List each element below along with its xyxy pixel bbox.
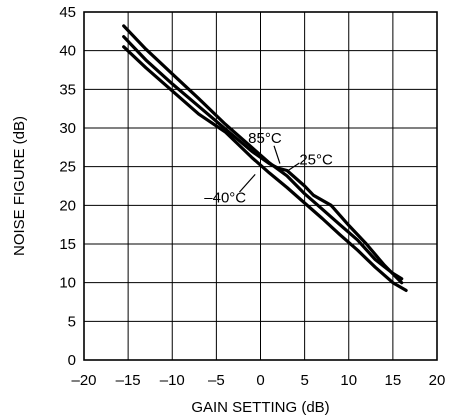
- plot-frame: [83, 11, 438, 361]
- x-tick-label: –15: [116, 372, 141, 389]
- annotation-leader-1: [286, 162, 300, 172]
- annotation-leaders: [238, 145, 300, 193]
- y-tick-label: 25: [59, 159, 76, 176]
- y-tick-label: 20: [59, 197, 76, 214]
- y-tick-labels: 0 5 10 15 20 25 30 35 40 45: [59, 4, 76, 369]
- x-tick-label: –20: [71, 372, 96, 389]
- y-tick-label: 40: [59, 43, 76, 60]
- y-axis-title: NOISE FIGURE (dB): [11, 116, 28, 256]
- annotation-leader-0: [273, 145, 281, 164]
- x-tick-label: 20: [429, 372, 446, 389]
- series-line-1: [122, 35, 404, 285]
- x-tick-label: 5: [300, 372, 308, 389]
- y-tick-label: 5: [68, 313, 76, 330]
- x-tick-label: 0: [256, 372, 264, 389]
- series-line-2: [122, 45, 408, 292]
- x-axis-title: GAIN SETTING (dB): [191, 399, 329, 416]
- y-tick-label: 45: [59, 4, 76, 21]
- grid: [83, 11, 438, 361]
- y-tick-label: 0: [68, 352, 76, 369]
- series-line-0: [122, 24, 404, 281]
- y-tick-label: 35: [59, 81, 76, 98]
- annotation-label: 85°C: [248, 130, 282, 147]
- y-tick-label: 10: [59, 275, 76, 292]
- annotation-label: 25°C: [299, 152, 333, 169]
- series-lines: [122, 24, 408, 292]
- x-tick-label: 10: [340, 372, 357, 389]
- x-tick-labels: –20 –15 –10 –5 0 5 10 15 20: [71, 372, 445, 389]
- annotations: 85°C 25°C –40°C: [204, 130, 333, 207]
- x-tick-label: –5: [208, 372, 225, 389]
- x-tick-label: 15: [385, 372, 402, 389]
- annotation-label: –40°C: [204, 190, 246, 207]
- annotation-leader-2: [238, 174, 256, 193]
- y-tick-label: 15: [59, 236, 76, 253]
- x-tick-label: –10: [160, 372, 185, 389]
- y-tick-label: 30: [59, 120, 76, 137]
